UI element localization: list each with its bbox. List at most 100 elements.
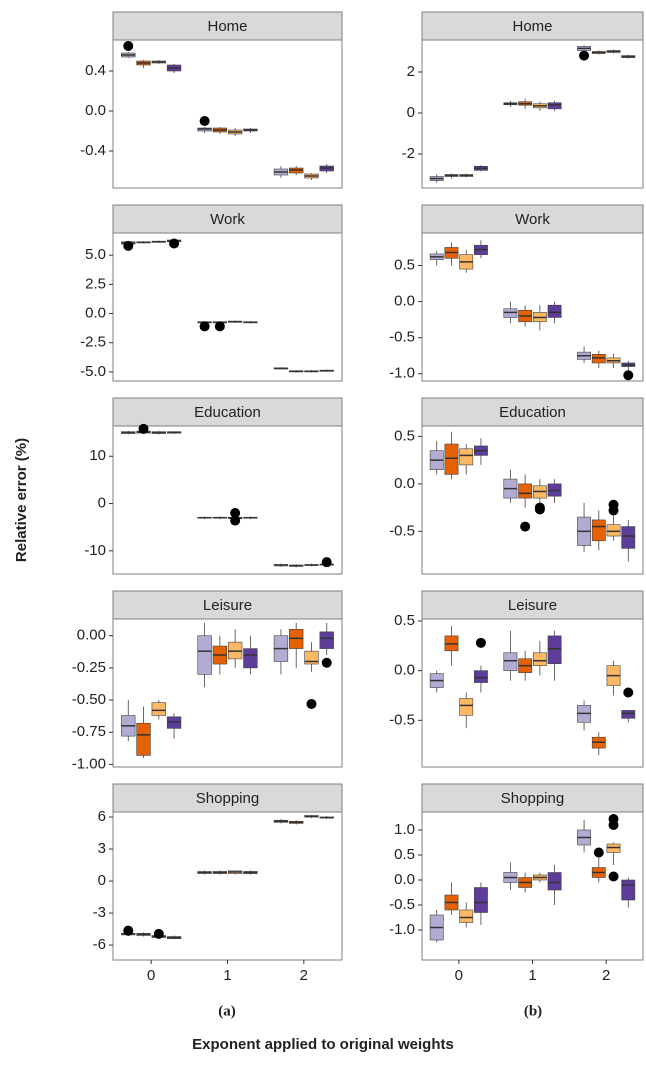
y-tick-label: 3	[98, 840, 106, 857]
outlier	[534, 504, 545, 515]
facet-title: Leisure	[203, 597, 252, 614]
box	[547, 872, 562, 891]
box	[136, 722, 151, 756]
y-tick-label: -5.0	[80, 363, 106, 380]
outlier	[593, 847, 604, 858]
box	[518, 483, 533, 499]
y-tick-label: -1.0	[389, 921, 415, 938]
y-tick-label: 0.5	[394, 427, 415, 444]
outlier	[306, 698, 317, 709]
y-tick-label: 0.4	[85, 62, 106, 79]
facet-strip	[112, 11, 343, 41]
y-tick-label: 0.0	[85, 305, 106, 322]
panel-border	[112, 232, 343, 382]
y-axis-label: Relative error (%)	[13, 438, 30, 562]
outlier	[579, 50, 590, 61]
y-tick-label: 0.5	[394, 612, 415, 629]
y-tick-label: 0.0	[394, 662, 415, 679]
facet-strip	[421, 204, 644, 234]
facet-strip	[112, 783, 343, 813]
panel-border	[112, 425, 343, 575]
box	[503, 652, 518, 671]
box	[532, 652, 547, 666]
facet-strip	[421, 783, 644, 813]
y-tick-label: 0.0	[394, 293, 415, 310]
box	[151, 702, 166, 716]
panel-border	[421, 425, 644, 575]
box	[474, 887, 488, 913]
box	[459, 909, 474, 923]
y-tick-label: 0.00	[77, 627, 106, 644]
y-tick-label: 0	[98, 872, 106, 889]
outlier	[608, 871, 619, 882]
facet-title: Home	[512, 18, 552, 35]
y-tick-label: -0.4	[80, 142, 106, 159]
facet-title: Work	[210, 211, 245, 228]
facet-title: Shopping	[196, 790, 259, 807]
y-tick-label: 10	[89, 447, 106, 464]
panel-border	[421, 39, 644, 189]
panel-border	[421, 618, 644, 768]
outlier	[623, 687, 634, 698]
facet-title: Shopping	[501, 790, 564, 807]
outlier	[123, 925, 134, 936]
facet-strip	[112, 590, 343, 620]
y-tick-label: 2	[407, 63, 415, 80]
facet-title: Home	[207, 18, 247, 35]
box	[591, 519, 606, 542]
x-tick-label: 1	[223, 967, 231, 984]
box	[621, 526, 636, 549]
box	[606, 524, 621, 537]
y-tick-label: 0.5	[394, 256, 415, 273]
y-tick-label: 0	[407, 104, 415, 121]
column-label: (b)	[524, 1003, 542, 1019]
y-tick-label: 1.0	[394, 821, 415, 838]
y-tick-label: -6	[93, 936, 106, 953]
y-tick-label: -0.75	[72, 723, 106, 740]
box	[459, 448, 474, 466]
panel-border	[112, 811, 343, 961]
outlier	[153, 928, 164, 939]
facet-strip	[112, 397, 343, 427]
outlier	[199, 321, 210, 332]
y-tick-label: -0.5	[389, 329, 415, 346]
box	[319, 631, 334, 649]
outlier	[321, 657, 332, 668]
y-tick-label: -0.5	[389, 711, 415, 728]
column-label: (a)	[218, 1003, 236, 1019]
y-tick-label: 2.5	[85, 275, 106, 292]
outlier	[169, 238, 180, 249]
x-tick-label: 0	[455, 967, 463, 984]
panel-border	[112, 618, 343, 768]
y-tick-label: 6	[98, 808, 106, 825]
panel-border	[421, 232, 644, 382]
panel-border	[421, 811, 644, 961]
facet-title: Leisure	[508, 597, 557, 614]
box	[547, 635, 562, 664]
box	[197, 635, 212, 675]
y-tick-label: -0.25	[72, 659, 106, 676]
x-tick-label: 2	[602, 967, 610, 984]
outlier	[623, 370, 634, 381]
facet-title: Education	[499, 404, 566, 421]
facet-title: Education	[194, 404, 261, 421]
y-tick-label: -2	[402, 145, 415, 162]
y-tick-label: -2.5	[80, 334, 106, 351]
y-tick-label: -3	[93, 904, 106, 921]
outlier	[321, 557, 332, 568]
outlier	[230, 515, 241, 526]
facet-strip	[421, 590, 644, 620]
outlier	[475, 637, 486, 648]
panel-border	[112, 39, 343, 189]
outlier	[608, 505, 619, 516]
box	[547, 304, 562, 318]
x-tick-label: 0	[147, 967, 155, 984]
box	[547, 102, 562, 110]
outlier	[123, 41, 134, 51]
y-tick-label: 5.0	[85, 246, 106, 263]
outlier	[608, 820, 619, 830]
y-tick-label: -0.5	[389, 896, 415, 913]
outlier	[230, 508, 241, 519]
outlier	[199, 116, 210, 126]
